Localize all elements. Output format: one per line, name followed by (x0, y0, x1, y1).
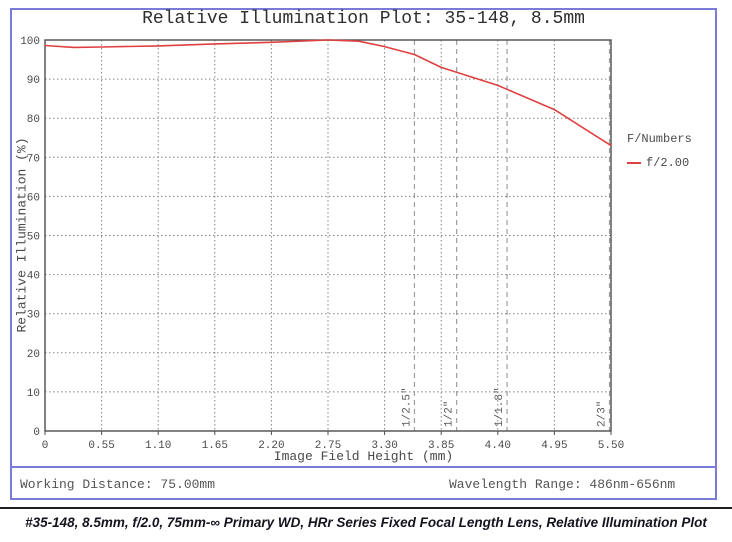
x-axis-title: Image Field Height (mm) (273, 449, 454, 464)
legend: F/Numbers f/2.00 (627, 132, 692, 170)
y-axis-title: Relative Illumination (%) (14, 137, 30, 333)
sensor-format-label: 1/2.5" (401, 387, 413, 427)
x-tick-label: 1.10 (145, 440, 171, 452)
x-tick-label: 4.40 (485, 440, 511, 452)
working-distance-text: Working Distance: 75.00mm (20, 477, 216, 492)
y-tick-label: 50 (27, 232, 40, 244)
legend-item-f2: f/2.00 (627, 156, 692, 170)
y-tick-label: 70 (27, 153, 40, 165)
y-tick-label: 10 (27, 388, 40, 400)
chart-title: Relative Illumination Plot: 35-148, 8.5m… (142, 9, 585, 29)
x-tick-label: 5.50 (598, 440, 624, 452)
illumination-plot: 0 0.55 1.10 1.65 2.20 2.75 3.30 3.85 4.40 4.95 5.5… (20, 36, 624, 452)
y-tick-label: 60 (27, 192, 40, 204)
y-tick-label: 80 (27, 114, 40, 126)
x-tick-label: 3.30 (371, 440, 397, 452)
legend-line-swatch (627, 162, 641, 164)
x-tick-label: 1.65 (202, 440, 228, 452)
x-tick-label: 0.55 (88, 440, 114, 452)
x-tick-label: 2.20 (258, 440, 284, 452)
sensor-format-label: 1/1.8" (494, 387, 506, 427)
series-curve (44, 39, 612, 147)
x-tick-label: 0 (42, 440, 49, 452)
caption-rule (0, 507, 732, 509)
y-tick-label: 0 (33, 427, 40, 439)
wavelength-range-text: Wavelength Range: 486nm-656nm (449, 477, 676, 492)
y-tick-label: 30 (27, 310, 40, 322)
x-tick-label: 4.95 (541, 440, 567, 452)
x-tick-label: 2.75 (315, 440, 341, 452)
x-tick-label: 3.85 (428, 440, 454, 452)
sensor-format-label: 2/3" (597, 401, 609, 427)
footer-divider (10, 466, 717, 468)
y-tick-label: 20 (27, 349, 40, 361)
legend-title: F/Numbers (627, 132, 692, 146)
y-tick-label: 90 (27, 75, 40, 87)
legend-item-label: f/2.00 (646, 156, 690, 170)
y-tick-label: 40 (27, 271, 40, 283)
y-tick-label: 100 (20, 36, 40, 48)
sensor-format-label: 1/2" (444, 401, 456, 427)
figure-caption: #35-148, 8.5mm, f/2.0, 75mm-∞ Primary WD… (25, 515, 707, 530)
figure-frame (10, 8, 717, 500)
